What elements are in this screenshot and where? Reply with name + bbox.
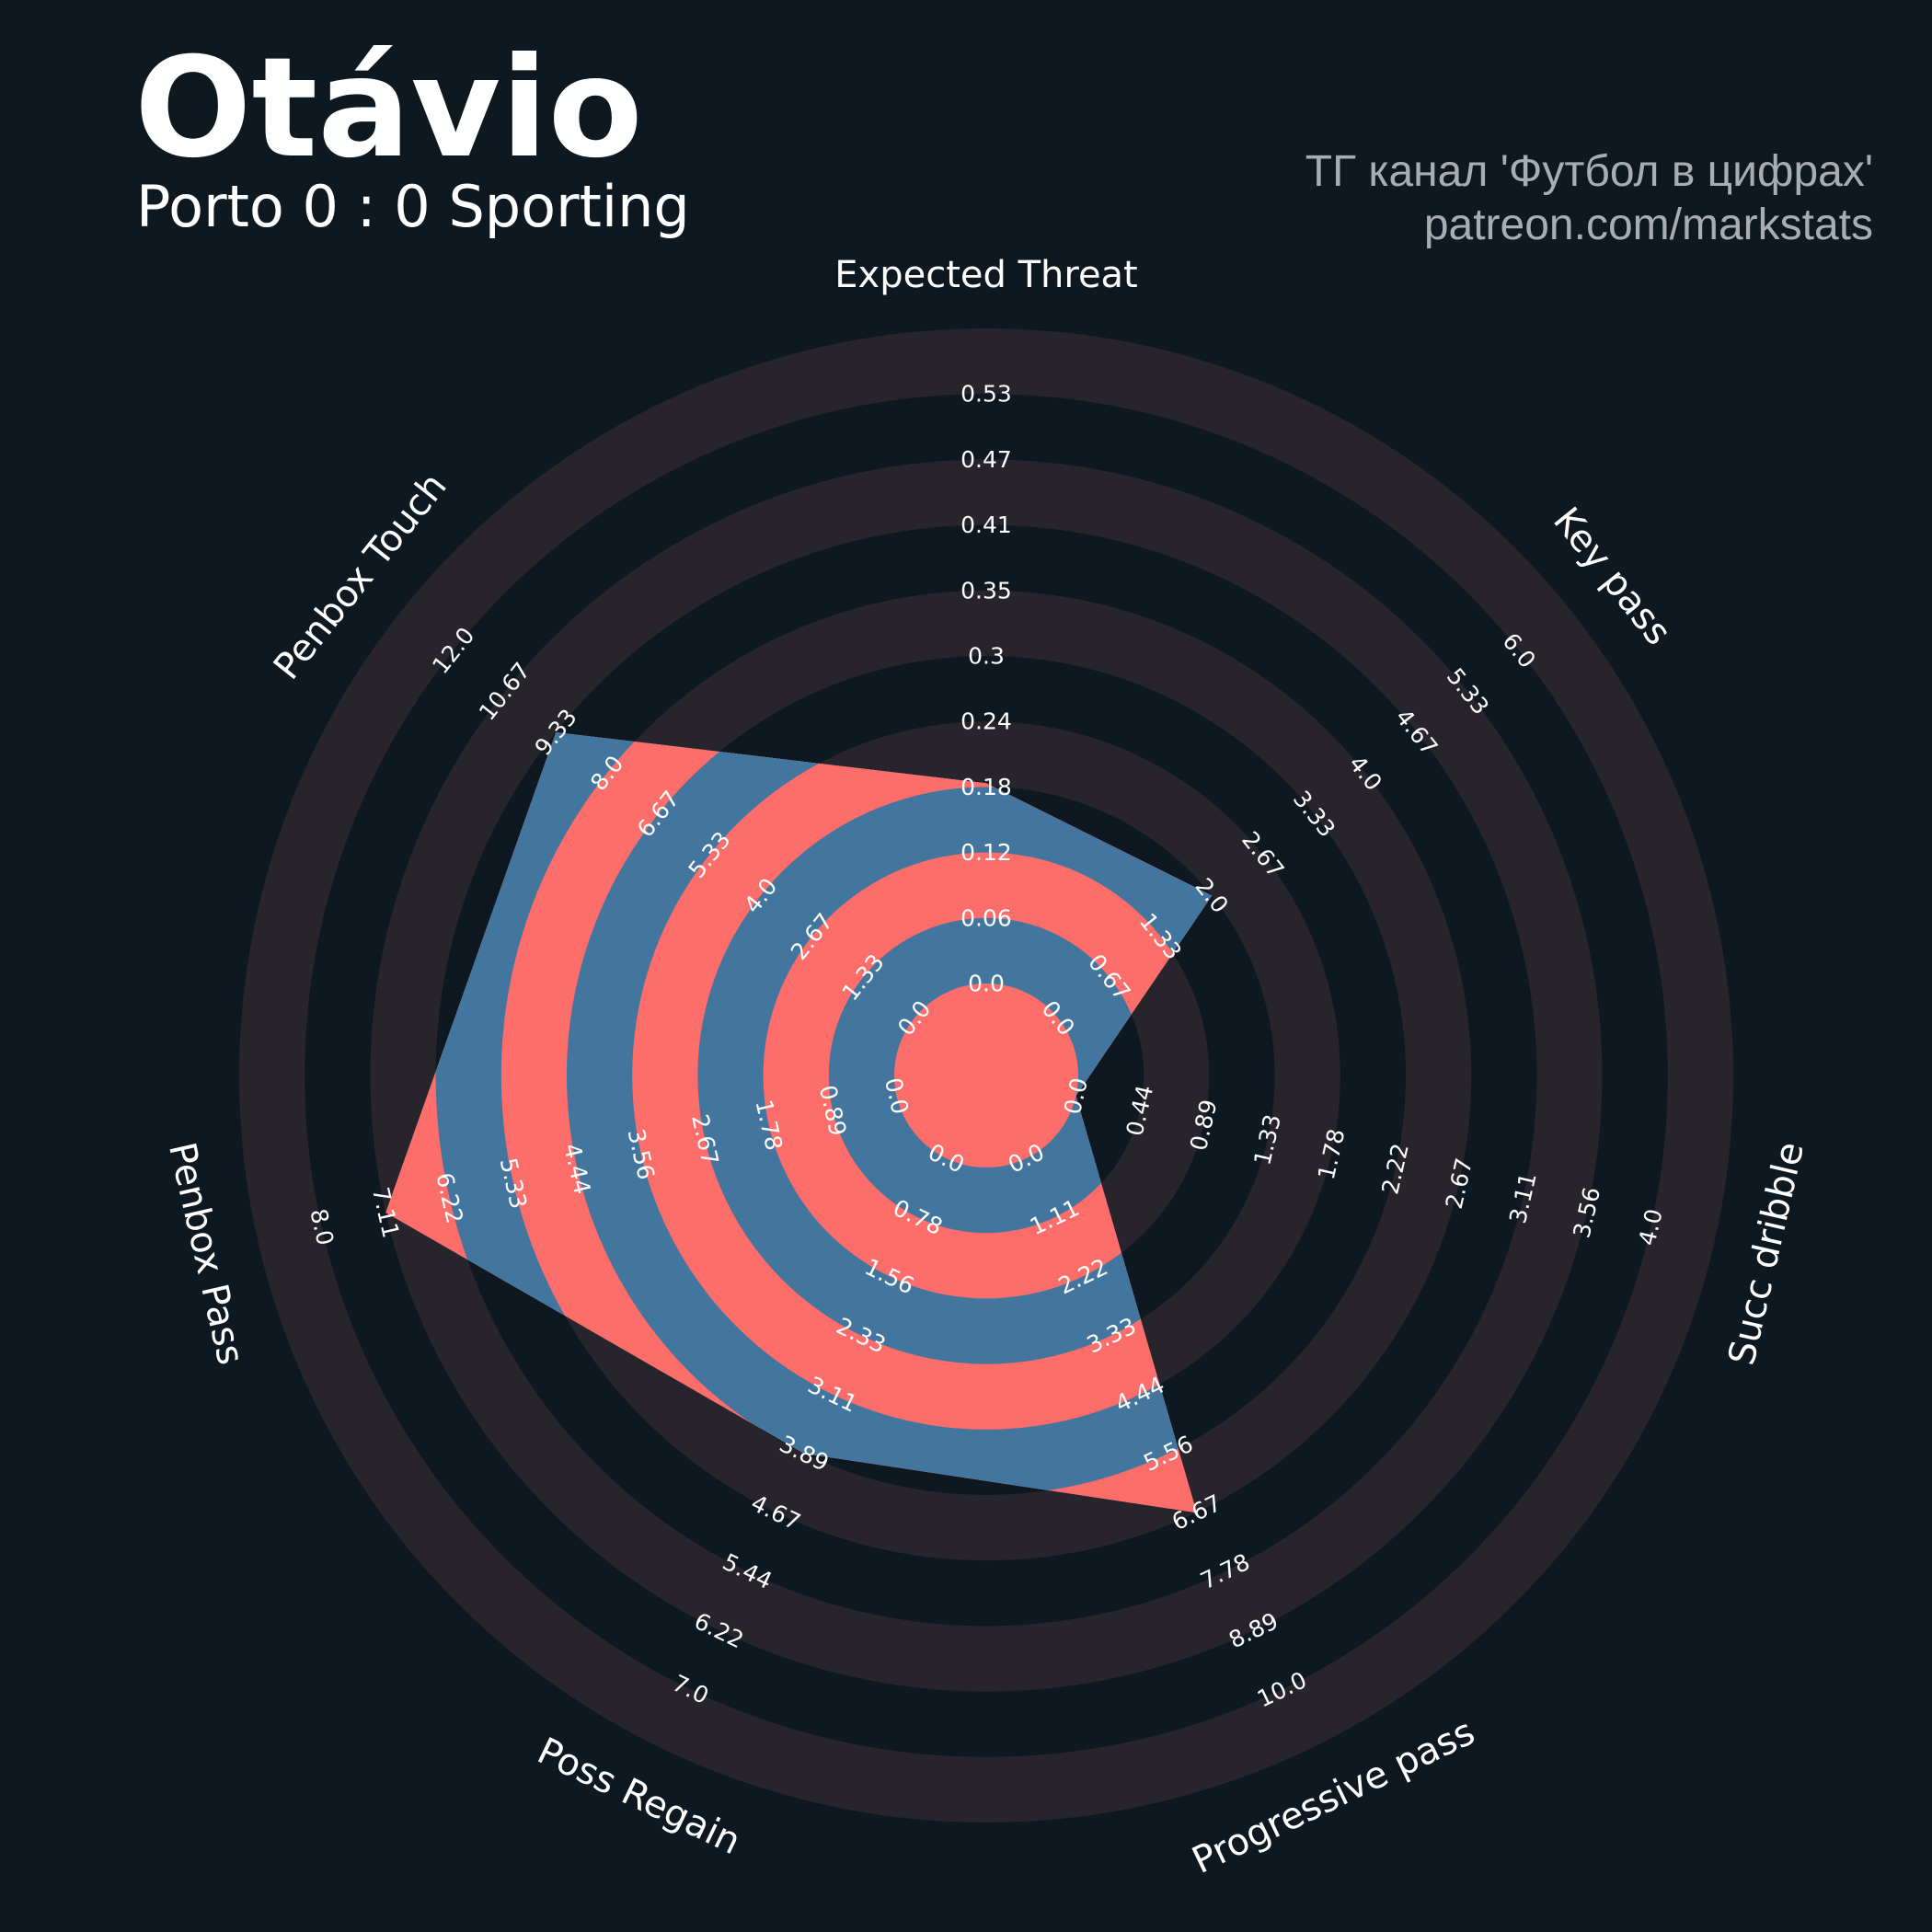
param-label: Succ dribble — [1720, 1138, 1812, 1369]
tick-label: 0.41 — [960, 512, 1012, 538]
tick-label: 0.18 — [960, 774, 1012, 800]
param-label: Expected Threat — [834, 254, 1138, 296]
player-name-title: Otávio — [134, 29, 643, 189]
tick-label: 0.24 — [960, 708, 1012, 735]
tick-label: 0.0 — [968, 971, 1005, 997]
tick-label: 0.47 — [960, 446, 1012, 473]
tick-label: 0.35 — [960, 577, 1012, 604]
player-ring — [894, 983, 1078, 1167]
match-score-subtitle: Porto 0 : 0 Sporting — [136, 173, 690, 240]
credits: ТГ канал 'Футбол в цифрах' patreon.com/m… — [1305, 145, 1873, 252]
patreon-credit: patreon.com/markstats — [1423, 201, 1873, 249]
tick-label: 0.06 — [960, 904, 1012, 931]
tick-label: 0.3 — [968, 643, 1005, 670]
tick-label: 0.12 — [960, 839, 1012, 866]
tick-label: 0.53 — [960, 381, 1012, 408]
telegram-channel-credit: ТГ канал 'Футбол в цифрах' — [1305, 147, 1873, 196]
param-label: Penbox Pass — [160, 1138, 252, 1368]
